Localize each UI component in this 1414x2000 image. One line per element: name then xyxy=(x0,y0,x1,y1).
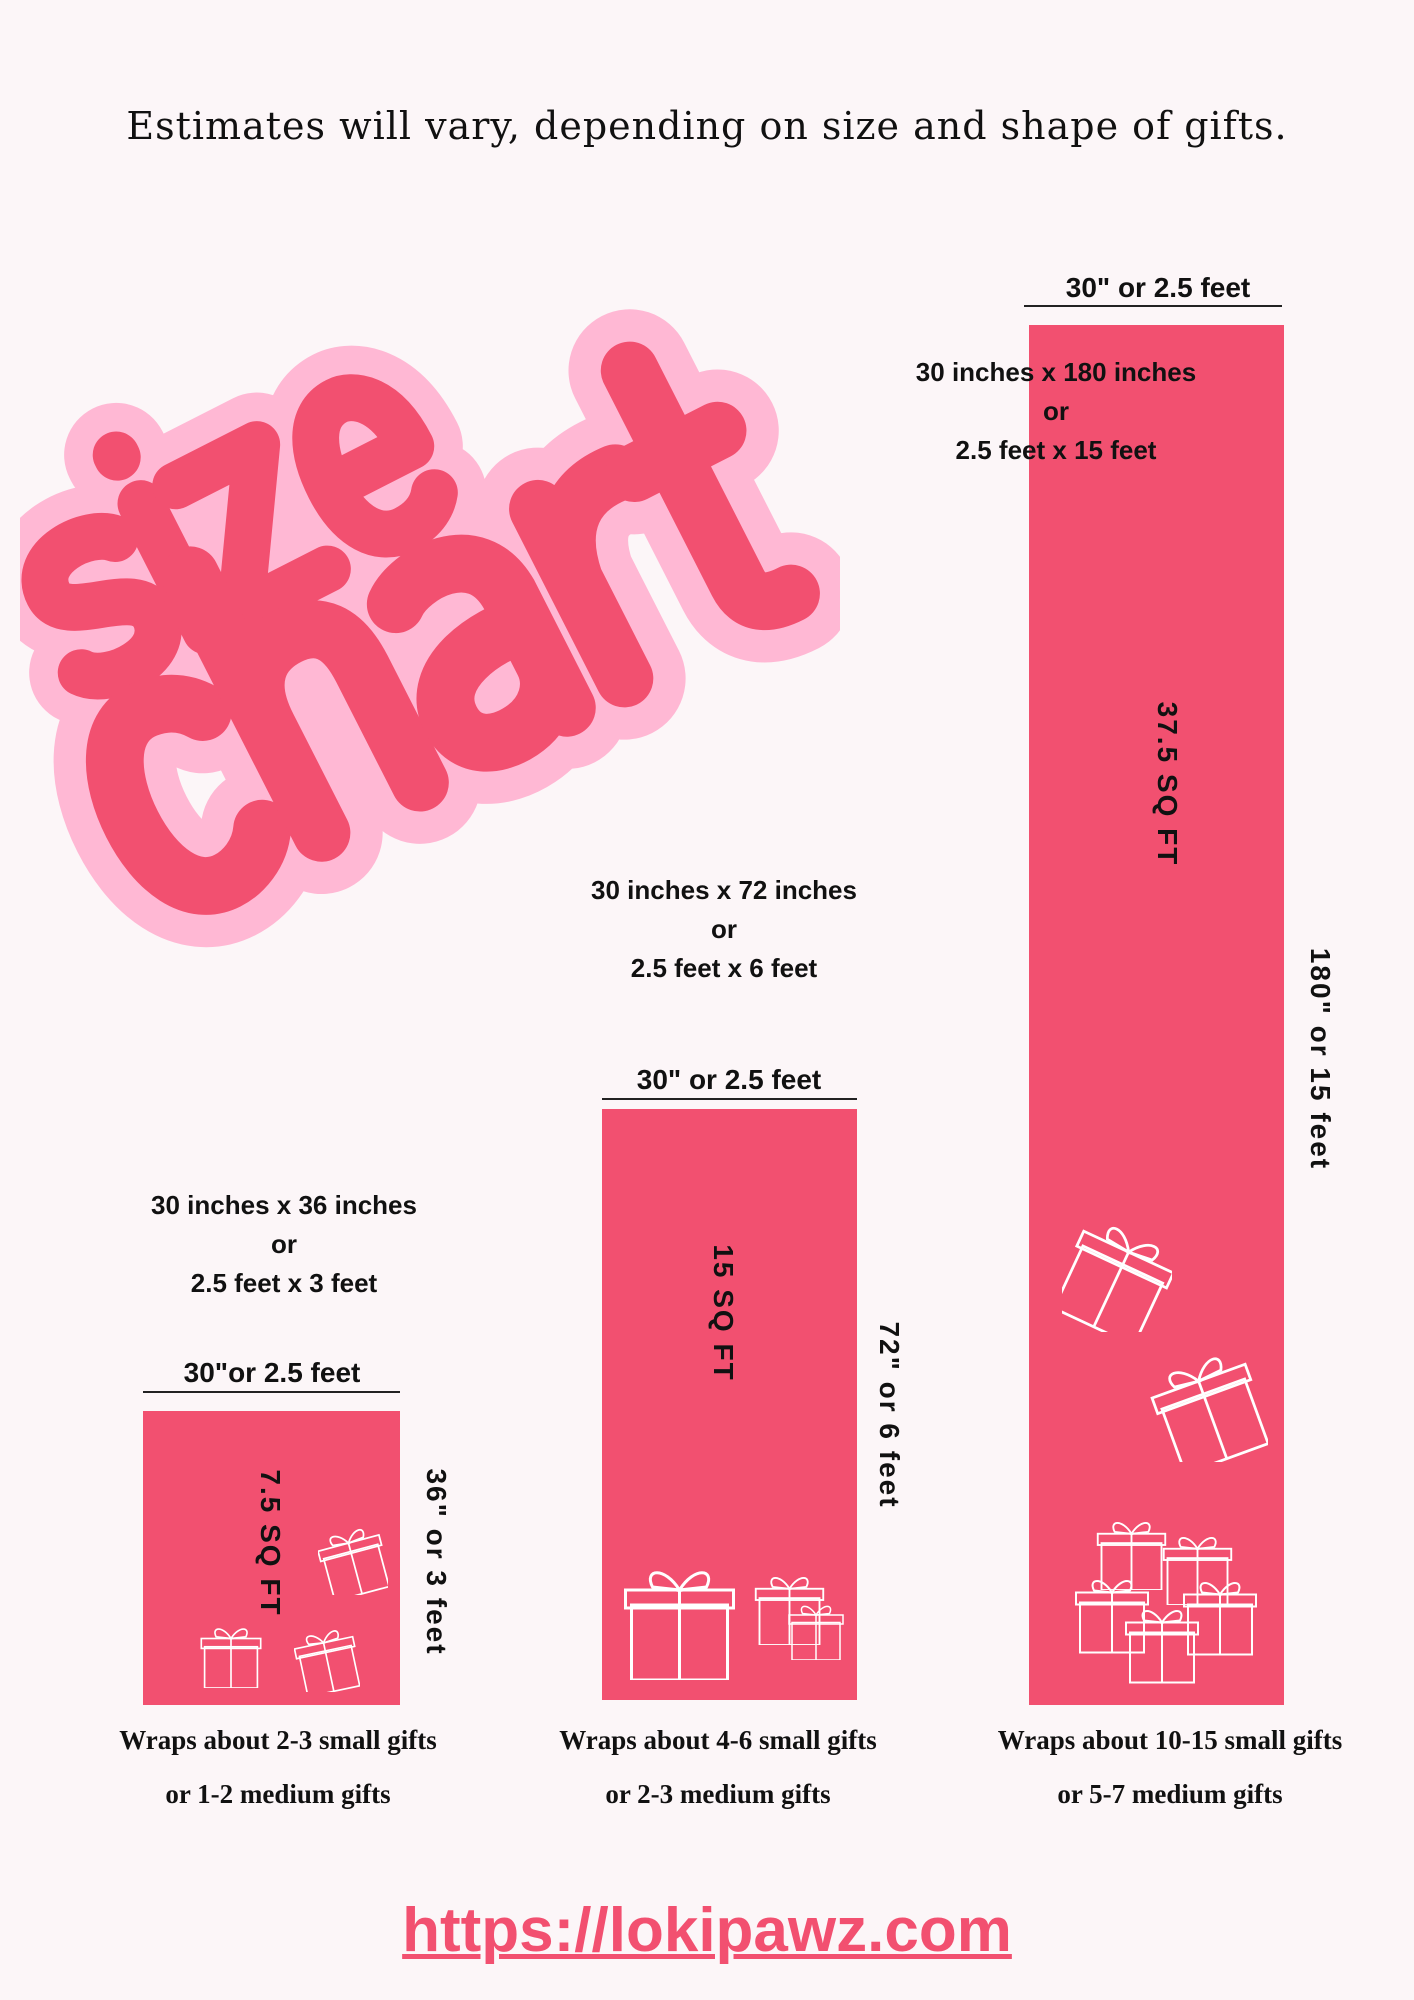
paper-bar-small xyxy=(143,1411,400,1705)
dimensions-small: 30 inches x 36 inches or 2.5 feet x 3 fe… xyxy=(151,1186,417,1303)
width-rule-medium xyxy=(602,1098,857,1100)
caption-line: Wraps about 4-6 small gifts xyxy=(559,1725,877,1755)
width-rule-small xyxy=(143,1391,400,1393)
dims-line: 2.5 feet x 6 feet xyxy=(630,953,818,983)
caption-line: Wraps about 10-15 small gifts xyxy=(997,1725,1343,1755)
paper-bar-large xyxy=(1029,325,1284,1705)
dims-line: or xyxy=(711,914,737,944)
gift-icon xyxy=(1062,1222,1172,1332)
height-label-large: 180" or 15 feet xyxy=(1305,947,1336,1171)
caption-medium: Wraps about 4-6 small gifts or 2-3 mediu… xyxy=(559,1713,877,1821)
height-label-small: 36" or 3 feet xyxy=(421,1468,452,1656)
gift-icon xyxy=(624,1571,735,1680)
gift-icon xyxy=(318,1525,388,1595)
dims-line: 2.5 feet x 15 feet xyxy=(955,435,1157,465)
paper-bar-medium xyxy=(602,1109,857,1700)
dimensions-large: 30 inches x 180 inches or 2.5 feet x 15 … xyxy=(916,353,1196,470)
dims-line: 30 inches x 36 inches xyxy=(151,1190,417,1220)
caption-line: or 5-7 medium gifts xyxy=(1057,1779,1283,1809)
size-chart-logo xyxy=(20,250,840,970)
gift-icon xyxy=(200,1628,262,1688)
gift-icon xyxy=(294,1626,360,1692)
caption-line: Wraps about 2-3 small gifts xyxy=(119,1725,437,1755)
gift-icon xyxy=(788,1605,844,1660)
website-link[interactable]: https://lokipawz.com xyxy=(402,1896,1012,1965)
caption-small: Wraps about 2-3 small gifts or 1-2 mediu… xyxy=(119,1713,437,1821)
area-label-small: 7.5 SQ FT xyxy=(255,1469,286,1617)
width-label-large: 30" or 2.5 feet xyxy=(1065,272,1251,303)
dims-line: or xyxy=(1042,396,1069,426)
dimensions-medium: 30 inches x 72 inches or 2.5 feet x 6 fe… xyxy=(591,871,857,988)
caption-line: or 2-3 medium gifts xyxy=(605,1779,831,1809)
dims-line: or xyxy=(271,1229,297,1259)
width-rule-large xyxy=(1024,305,1282,307)
gift-icon xyxy=(1148,1352,1268,1462)
dims-line: 30 inches x 72 inches xyxy=(591,875,857,905)
area-label-medium: 15 SQ FT xyxy=(708,1244,739,1382)
dims-line: 30 inches x 180 inches xyxy=(915,357,1197,387)
height-label-medium: 72" or 6 feet xyxy=(874,1321,905,1509)
caption-large: Wraps about 10-15 small gifts or 5-7 med… xyxy=(998,1713,1343,1821)
dims-line: 2.5 feet x 3 feet xyxy=(190,1268,378,1298)
width-label-small: 30"or 2.5 feet xyxy=(183,1357,361,1388)
width-label-medium: 30" or 2.5 feet xyxy=(636,1064,822,1095)
area-label-large: 37.5 SQ FT xyxy=(1152,701,1183,867)
subtitle: Estimates will vary, depending on size a… xyxy=(126,104,1288,148)
gift-icon xyxy=(1125,1610,1199,1684)
caption-line: or 1-2 medium gifts xyxy=(165,1779,391,1809)
